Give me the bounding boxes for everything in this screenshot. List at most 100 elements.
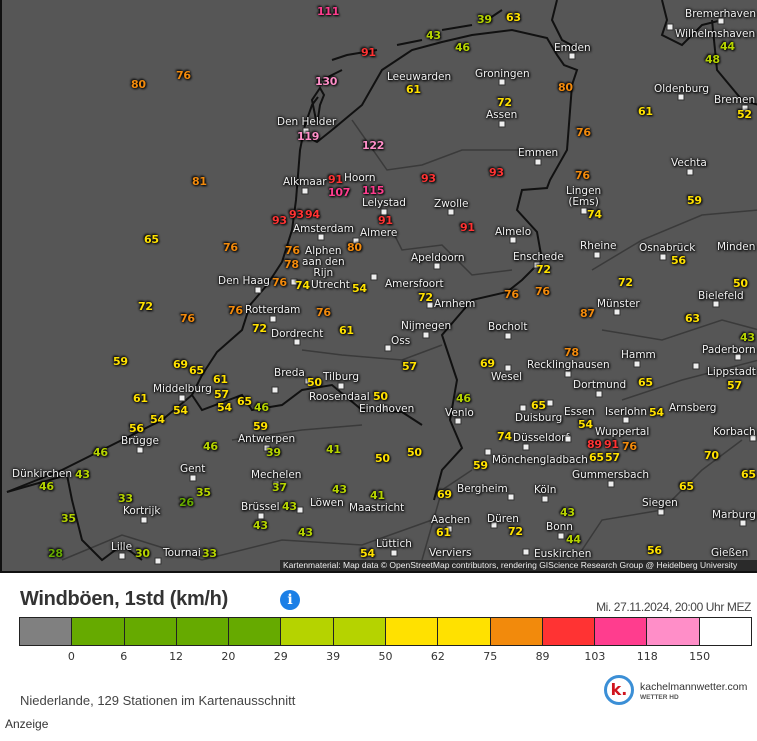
station-gust-value[interactable]: 78	[284, 258, 299, 271]
station-gust-value[interactable]: 78	[564, 346, 579, 359]
station-gust-value[interactable]: 57	[402, 360, 417, 373]
station-gust-value[interactable]: 59	[113, 355, 128, 368]
station-gust-value[interactable]: 76	[535, 285, 550, 298]
station-gust-value[interactable]: 69	[173, 358, 188, 371]
wind-gust-map[interactable]: Den Helder Alkmaar Hoorn Lelystad Amsterdam A…	[0, 0, 757, 573]
station-gust-value[interactable]: 56	[129, 422, 144, 435]
station-gust-value[interactable]: 80	[347, 241, 362, 254]
station-gust-value[interactable]: 28	[48, 547, 63, 560]
station-gust-value[interactable]: 70	[704, 449, 719, 462]
station-gust-value[interactable]: 65	[741, 468, 756, 481]
station-gust-value[interactable]: 33	[118, 492, 133, 505]
station-gust-value[interactable]: 39	[266, 446, 281, 459]
station-gust-value[interactable]: 65	[237, 395, 252, 408]
station-gust-value[interactable]: 54	[360, 547, 375, 560]
station-gust-value[interactable]: 44	[566, 533, 581, 546]
station-gust-value[interactable]: 65	[679, 480, 694, 493]
station-gust-value[interactable]: 57	[605, 451, 620, 464]
station-gust-value[interactable]: 52	[737, 108, 752, 121]
station-gust-value[interactable]: 59	[473, 459, 488, 472]
station-gust-value[interactable]: 50	[373, 390, 388, 403]
station-gust-value[interactable]: 46	[456, 392, 471, 405]
station-gust-value[interactable]: 65	[589, 451, 604, 464]
station-gust-value[interactable]: 43	[253, 519, 268, 532]
station-gust-value[interactable]: 76	[180, 312, 195, 325]
station-gust-value[interactable]: 72	[508, 525, 523, 538]
kachelmannwetter-logo[interactable]: k. kachelmannwetter.com WETTER HD	[604, 675, 754, 707]
station-gust-value[interactable]: 76	[285, 244, 300, 257]
station-gust-value[interactable]: 115	[362, 184, 385, 197]
station-gust-value[interactable]: 119	[297, 130, 320, 143]
station-gust-value[interactable]: 50	[733, 277, 748, 290]
station-gust-value[interactable]: 69	[480, 357, 495, 370]
station-gust-value[interactable]: 72	[252, 322, 267, 335]
station-gust-value[interactable]: 35	[61, 512, 76, 525]
station-gust-value[interactable]: 59	[253, 420, 268, 433]
station-gust-value[interactable]: 54	[578, 418, 593, 431]
station-gust-value[interactable]: 50	[307, 376, 322, 389]
station-gust-value[interactable]: 74	[587, 208, 602, 221]
station-gust-value[interactable]: 72	[536, 263, 551, 276]
station-gust-value[interactable]: 33	[202, 547, 217, 560]
station-gust-value[interactable]: 43	[426, 29, 441, 42]
station-gust-value[interactable]: 46	[254, 401, 269, 414]
station-gust-value[interactable]: 65	[189, 364, 204, 377]
station-gust-value[interactable]: 54	[173, 404, 188, 417]
station-gust-value[interactable]: 89	[587, 438, 602, 451]
station-gust-value[interactable]: 91	[460, 221, 475, 234]
station-gust-value[interactable]: 72	[618, 276, 633, 289]
station-gust-value[interactable]: 72	[418, 291, 433, 304]
station-gust-value[interactable]: 26	[179, 496, 194, 509]
station-gust-value[interactable]: 91	[328, 173, 343, 186]
station-gust-value[interactable]: 37	[272, 481, 287, 494]
station-gust-value[interactable]: 56	[647, 544, 662, 557]
station-gust-value[interactable]: 74	[295, 279, 310, 292]
station-gust-value[interactable]: 93	[489, 166, 504, 179]
station-gust-value[interactable]: 76	[272, 276, 287, 289]
station-gust-value[interactable]: 91	[361, 46, 376, 59]
station-gust-value[interactable]: 57	[214, 388, 229, 401]
station-gust-value[interactable]: 107	[328, 186, 351, 199]
station-gust-value[interactable]: 93	[421, 172, 436, 185]
station-gust-value[interactable]: 76	[504, 288, 519, 301]
station-gust-value[interactable]: 50	[375, 452, 390, 465]
station-gust-value[interactable]: 65	[638, 376, 653, 389]
station-gust-value[interactable]: 41	[326, 443, 341, 456]
station-gust-value[interactable]: 76	[576, 126, 591, 139]
station-gust-value[interactable]: 43	[332, 483, 347, 496]
station-gust-value[interactable]: 76	[228, 304, 243, 317]
station-gust-value[interactable]: 122	[362, 139, 385, 152]
station-gust-value[interactable]: 93	[289, 208, 304, 221]
station-gust-value[interactable]: 76	[223, 241, 238, 254]
station-gust-value[interactable]: 54	[150, 413, 165, 426]
station-gust-value[interactable]: 91	[604, 438, 619, 451]
station-gust-value[interactable]: 74	[497, 430, 512, 443]
station-gust-value[interactable]: 63	[506, 11, 521, 24]
station-gust-value[interactable]: 46	[93, 446, 108, 459]
station-gust-value[interactable]: 43	[560, 506, 575, 519]
station-gust-value[interactable]: 30	[135, 547, 150, 560]
station-gust-value[interactable]: 80	[558, 81, 573, 94]
station-gust-value[interactable]: 61	[436, 526, 451, 539]
station-gust-value[interactable]: 76	[622, 440, 637, 453]
station-gust-value[interactable]: 54	[217, 401, 232, 414]
station-gust-value[interactable]: 76	[316, 306, 331, 319]
station-gust-value[interactable]: 54	[352, 282, 367, 295]
station-gust-value[interactable]: 91	[378, 214, 393, 227]
station-gust-value[interactable]: 87	[580, 307, 595, 320]
info-icon[interactable]: i	[280, 590, 300, 610]
station-gust-value[interactable]: 61	[213, 373, 228, 386]
station-gust-value[interactable]: 69	[437, 488, 452, 501]
station-gust-value[interactable]: 43	[75, 468, 90, 481]
station-gust-value[interactable]: 35	[196, 486, 211, 499]
station-gust-value[interactable]: 80	[131, 78, 146, 91]
station-gust-value[interactable]: 46	[203, 440, 218, 453]
station-gust-value[interactable]: 43	[740, 331, 755, 344]
station-gust-value[interactable]: 43	[282, 500, 297, 513]
station-gust-value[interactable]: 46	[39, 480, 54, 493]
station-gust-value[interactable]: 65	[144, 233, 159, 246]
station-gust-value[interactable]: 93	[272, 214, 287, 227]
station-gust-value[interactable]: 76	[176, 69, 191, 82]
station-gust-value[interactable]: 56	[671, 254, 686, 267]
station-gust-value[interactable]: 76	[575, 169, 590, 182]
